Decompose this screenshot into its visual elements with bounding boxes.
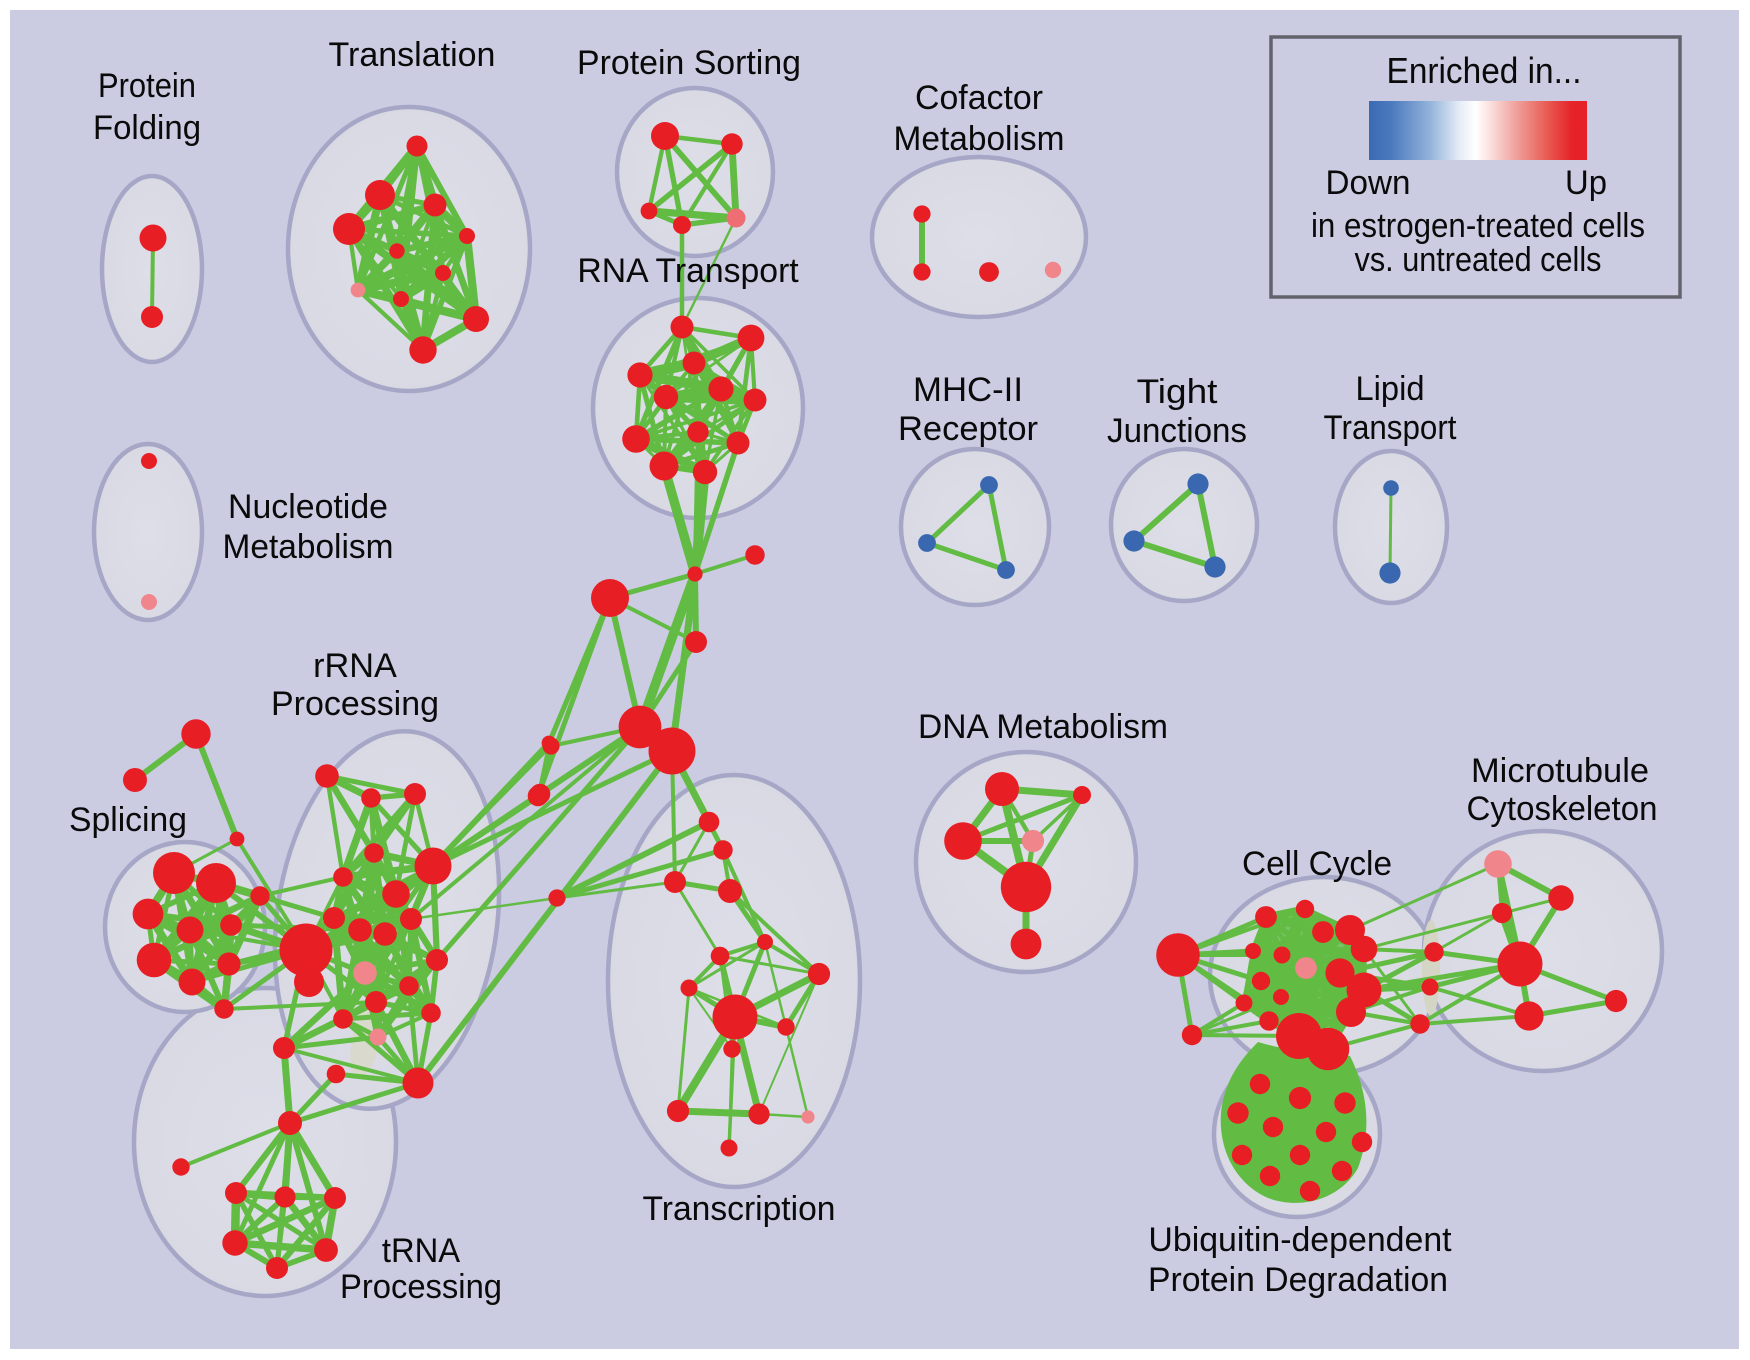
svg-text:Cytoskeleton: Cytoskeleton	[1467, 791, 1658, 829]
svg-text:Folding: Folding	[93, 110, 201, 148]
svg-text:Up: Up	[1565, 165, 1607, 203]
svg-text:vs. untreated cells: vs. untreated cells	[1355, 241, 1602, 279]
svg-text:Metabolism: Metabolism	[893, 120, 1064, 158]
svg-text:Nucleotide: Nucleotide	[228, 488, 388, 526]
svg-text:Protein: Protein	[98, 67, 196, 105]
svg-text:Lipid: Lipid	[1355, 370, 1424, 408]
svg-text:Translation: Translation	[329, 36, 496, 74]
svg-text:Down: Down	[1326, 165, 1411, 202]
svg-text:DNA Metabolism: DNA Metabolism	[918, 708, 1168, 746]
svg-text:in estrogen-treated cells: in estrogen-treated cells	[1311, 206, 1645, 244]
svg-text:Protein Sorting: Protein Sorting	[577, 44, 801, 82]
svg-text:Microtubule: Microtubule	[1471, 752, 1649, 790]
svg-text:MHC-II: MHC-II	[913, 371, 1023, 409]
svg-text:Transcription: Transcription	[642, 1190, 835, 1228]
svg-text:Receptor: Receptor	[898, 410, 1038, 448]
svg-text:Protein Degradation: Protein Degradation	[1148, 1261, 1448, 1299]
svg-text:Splicing: Splicing	[69, 801, 187, 839]
svg-text:Junctions: Junctions	[1107, 413, 1247, 450]
svg-text:tRNA: tRNA	[382, 1232, 461, 1270]
svg-text:Enriched in...: Enriched in...	[1387, 52, 1582, 91]
svg-text:Processing: Processing	[271, 685, 439, 723]
svg-text:Processing: Processing	[340, 1268, 502, 1306]
svg-text:rRNA: rRNA	[313, 647, 397, 685]
svg-text:RNA Transport: RNA Transport	[577, 252, 799, 290]
svg-text:Cell Cycle: Cell Cycle	[1242, 846, 1392, 883]
svg-text:Transport: Transport	[1324, 408, 1457, 446]
svg-text:Metabolism: Metabolism	[222, 528, 393, 566]
svg-text:Tight: Tight	[1137, 372, 1218, 410]
svg-text:Cofactor: Cofactor	[915, 79, 1043, 117]
svg-text:Ubiquitin-dependent: Ubiquitin-dependent	[1148, 1221, 1452, 1259]
